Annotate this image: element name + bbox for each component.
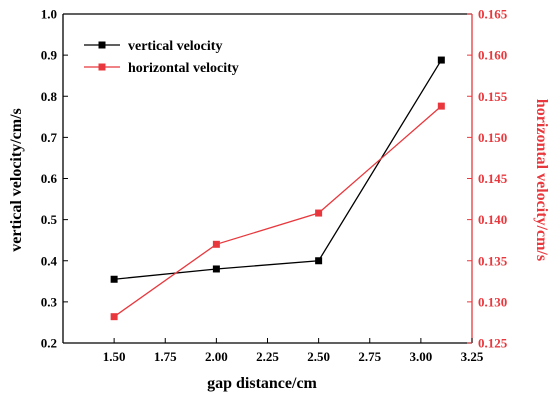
right-y-axis-title: horizontal velocity/cm/s xyxy=(533,99,550,261)
point-vertical-0 xyxy=(110,275,118,283)
x-tick-label-3: 2.25 xyxy=(256,349,279,364)
left-y-tick-label-3: 0.5 xyxy=(41,212,58,227)
right-y-tick-label-5: 0.150 xyxy=(478,130,507,145)
legend-label-horizontal: horizontal velocity xyxy=(128,61,239,76)
point-vertical-3 xyxy=(437,56,445,64)
x-axis-title: gap distance/cm xyxy=(207,375,317,392)
point-horizontal-1 xyxy=(212,240,220,248)
left-y-tick-label-1: 0.3 xyxy=(41,294,58,309)
left-y-tick-label-8: 1.0 xyxy=(41,7,57,22)
series-line-horizontal xyxy=(113,105,442,318)
right-y-tick-label-7: 0.160 xyxy=(478,48,507,63)
point-horizontal-2 xyxy=(315,209,323,217)
right-y-tick-label-8: 0.165 xyxy=(478,7,508,22)
legend: vertical velocity horizontal velocity xyxy=(84,39,239,76)
left-y-axis-title: vertical velocity/cm/s xyxy=(8,108,25,252)
right-y-tick-label-3: 0.140 xyxy=(478,212,507,227)
left-y-tick-label-4: 0.6 xyxy=(41,171,58,186)
x-tick-label-5: 2.75 xyxy=(358,349,381,364)
point-horizontal-0 xyxy=(110,313,118,321)
x-tick-label-4: 2.50 xyxy=(307,349,330,364)
x-tick-label-6: 3.00 xyxy=(410,349,433,364)
x-tick-label-2: 2.00 xyxy=(205,349,228,364)
point-vertical-1 xyxy=(212,265,220,273)
left-y-tick-label-7: 0.9 xyxy=(41,48,58,63)
series-line-vertical xyxy=(114,59,442,280)
x-tick-label-1: 1.75 xyxy=(154,349,177,364)
legend-marker-vertical xyxy=(98,41,106,49)
point-vertical-2 xyxy=(315,257,323,265)
right-y-tick-label-4: 0.145 xyxy=(478,171,508,186)
legend-marker-horizontal xyxy=(98,63,106,71)
x-tick-label-7: 3.25 xyxy=(461,349,484,364)
legend-label-vertical: vertical velocity xyxy=(128,39,222,54)
point-horizontal-3 xyxy=(437,102,445,110)
x-tick-label-0: 1.50 xyxy=(103,349,126,364)
right-y-tick-label-0: 0.125 xyxy=(478,336,508,351)
right-y-tick-label-6: 0.155 xyxy=(478,89,508,104)
plot-area: 1.50 1.75 2.00 2.25 2.50 2.75 3.00 3.25 0.2 0.3 0.… xyxy=(41,7,508,365)
right-y-tick-label-2: 0.135 xyxy=(478,253,508,268)
left-y-tick-label-2: 0.4 xyxy=(41,253,58,268)
right-y-tick-label-1: 0.130 xyxy=(478,294,507,309)
left-y-tick-label-6: 0.8 xyxy=(41,89,58,104)
left-y-tick-label-0: 0.2 xyxy=(41,336,57,351)
left-y-tick-label-5: 0.7 xyxy=(41,130,58,145)
